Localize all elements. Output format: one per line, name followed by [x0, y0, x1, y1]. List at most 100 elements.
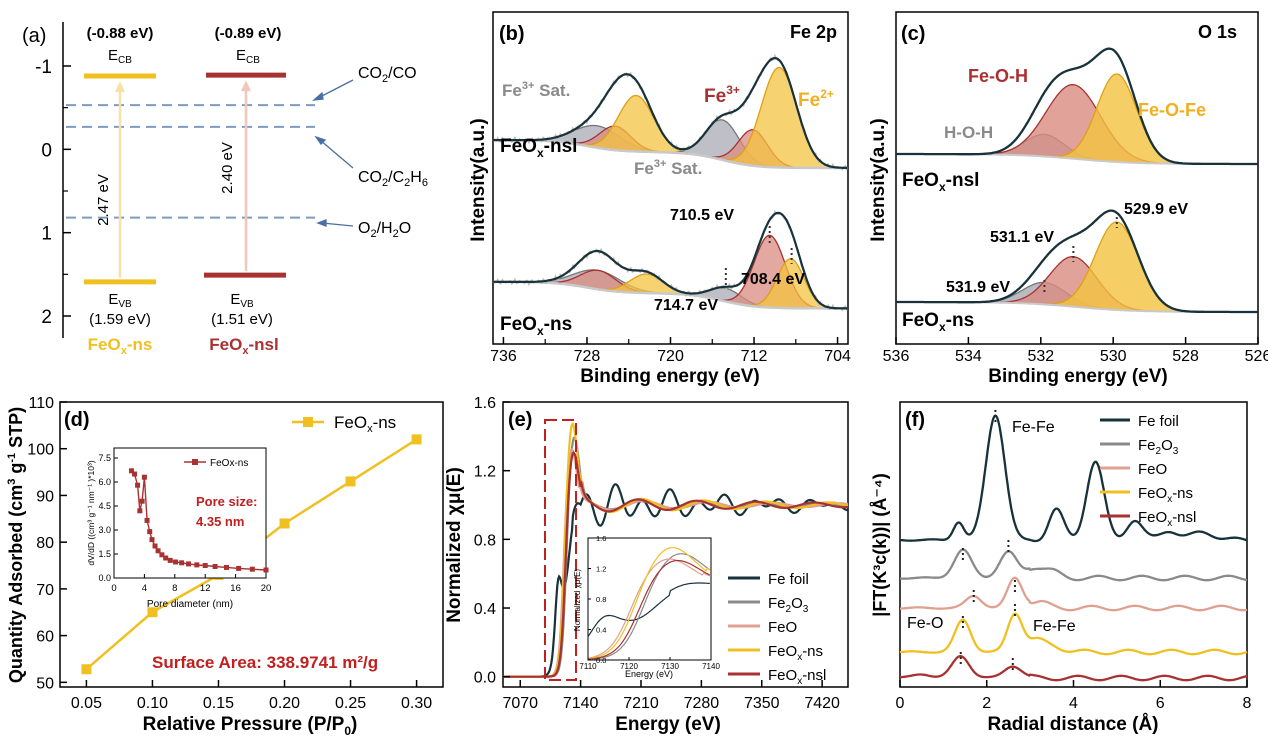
surface-area-annotation: Surface Area: 338.9741 m²/g	[152, 653, 378, 672]
b-tick-label: 712	[741, 348, 768, 365]
xps-fe2p-curves	[492, 53, 848, 312]
pore-point	[137, 508, 143, 514]
inset-e-ytick-label: 0.8	[596, 595, 606, 604]
d-xtick-label: 0.05	[71, 695, 102, 712]
a-tick-label: -1	[35, 57, 52, 78]
f-legend-label: Fe2O3	[1138, 437, 1179, 457]
inset-e-ytick-label: 1.2	[596, 565, 606, 574]
pore-size-value: 4.35 nm	[196, 514, 244, 529]
pore-point	[159, 552, 165, 558]
inset-e-xtick-label: 7120	[620, 662, 638, 671]
panel-f-label: (f)	[905, 409, 925, 431]
pore-point	[132, 471, 138, 477]
pore-point	[202, 563, 208, 569]
c-tick-label: 530	[1100, 348, 1127, 365]
legend-label-d: FeOx-ns	[334, 413, 396, 435]
label-feox-ns-c: FeOx-ns	[902, 310, 974, 334]
panel-e-ylabel: Normalized χμ(E)	[444, 467, 465, 623]
panel-c-ticks: 536 534 532 530 528 526	[883, 212, 1268, 365]
f-xtick-label: 0	[896, 695, 905, 712]
b-tick-label: 736	[490, 348, 517, 365]
pore-point	[128, 468, 134, 474]
pore-point	[263, 567, 269, 573]
ft-curve	[900, 548, 1248, 582]
c-tick-label: 526	[1245, 348, 1268, 365]
evb-label-2: EVB	[230, 291, 254, 310]
peak-label-531-1: 531.1 eV	[990, 229, 1054, 246]
e-xtick-label: 7140	[563, 695, 599, 712]
d-ytick-label: 80	[36, 535, 54, 552]
xps-background	[493, 138, 847, 170]
xanes-curve	[503, 450, 849, 678]
isotherm-point	[279, 518, 290, 529]
inset-d-xlabel: Pore diameter (nm)	[147, 599, 233, 610]
f-xtick-label: 4	[1069, 695, 1078, 712]
inset-d-xtick-label: 0	[111, 583, 116, 594]
peak-label-710: 710.5 eV	[670, 207, 734, 224]
a-tick-label: 0	[41, 140, 52, 161]
inset-xanes-curve	[587, 547, 711, 660]
d-ytick-label: 50	[36, 675, 54, 692]
label-feox-nsl-b: FeOx-nsl	[500, 136, 577, 160]
e-ytick-label: 0.4	[474, 601, 496, 618]
o1s-envelope	[896, 47, 1258, 166]
d-xtick-label: 0.20	[269, 695, 300, 712]
inset-d-ytick-label: 3.0	[98, 525, 111, 535]
f-legend-label: FeO	[1138, 461, 1167, 478]
pore-point	[163, 555, 169, 561]
ecb-value-1: (-0.88 eV)	[87, 25, 154, 42]
inset-e-xtick-label: 7140	[702, 662, 720, 671]
potential-label-o2: O2/H2O	[358, 220, 411, 240]
panel-b-xlabel: Binding energy (eV)	[580, 366, 759, 387]
evb-label-1: EVB	[108, 291, 132, 310]
label-fe3: Fe3+	[704, 83, 740, 107]
panel-c-ylabel: Intensity(a.u.)	[868, 118, 889, 242]
pore-point	[223, 564, 229, 570]
panel-c-label: (c)	[901, 23, 925, 45]
gap-arrowhead-2	[241, 80, 251, 92]
panel-e-xlabel: Energy (eV)	[615, 714, 721, 735]
pore-point	[236, 565, 242, 571]
isotherm-point	[147, 607, 158, 618]
inset-d-ytick-label: 7.5	[98, 453, 111, 463]
e-xtick-label: 7210	[623, 695, 659, 712]
pore-point	[155, 548, 161, 554]
gap-arrowhead-1	[115, 81, 125, 92]
pore-point	[147, 529, 153, 535]
e-legend-label: Fe2O3	[768, 595, 809, 615]
panel-a-label: (a)	[22, 25, 46, 47]
f-xtick-label: 6	[1156, 695, 1165, 712]
panel-a: (a) -1 0 1 2 (-0.88 eV) ECB 2.47 eV EVB (1.…	[22, 22, 428, 357]
ecb-value-2: (-0.89 eV)	[215, 25, 282, 42]
d-xtick-label: 0.30	[401, 695, 432, 712]
ft-curve	[899, 612, 1248, 656]
panel-d-frame	[59, 401, 444, 688]
pore-point	[194, 562, 200, 568]
d-ytick-label: 110	[28, 395, 54, 412]
pore-size-label: Pore size:	[196, 494, 257, 509]
xanes-inset: Energy (eV) Normalized χμ(E) 7110 7120 713…	[573, 534, 720, 679]
panel-e: (e) 7070 7140 7210 7280 7350 7420 0.0 0.4 0.8 1.2…	[444, 395, 849, 735]
inset-d-ytick-label: 1.5	[98, 549, 111, 559]
peak-label-529: 529.9 eV	[1124, 201, 1188, 218]
panel-f-frame	[899, 401, 1248, 688]
e-ytick-label: 1.2	[474, 464, 496, 481]
panel-c-frame	[895, 11, 1259, 345]
panel-d-label: (d)	[64, 409, 90, 431]
xps-background	[493, 280, 847, 310]
panel-b: (b) Fe 2p 736 728 720 712 704 Binding energy…	[468, 11, 851, 387]
c-tick-label: 528	[1172, 348, 1199, 365]
inset-e-ylabel: Normalized χμ(E)	[573, 569, 582, 631]
d-ytick-label: 60	[36, 629, 54, 646]
label-feox-nsl-c: FeOx-nsl	[902, 170, 979, 194]
f-xtick-label: 8	[1243, 695, 1252, 712]
label-fe-o-fe: Fe-O-Fe	[1138, 100, 1206, 120]
b-tick-label: 720	[657, 348, 684, 365]
gap-label-2: 2.40 eV	[219, 142, 236, 194]
e-legend-label: FeOx-nsl	[768, 667, 826, 687]
panel-c: (c) O 1s 536 534 532 530 528 526 Binding ener…	[868, 11, 1268, 387]
e-legend-label: Fe foil	[768, 571, 809, 588]
potential-label-c2h6: CO2/C2H6	[358, 169, 428, 189]
evb-value-1: (1.59 eV)	[89, 311, 151, 328]
